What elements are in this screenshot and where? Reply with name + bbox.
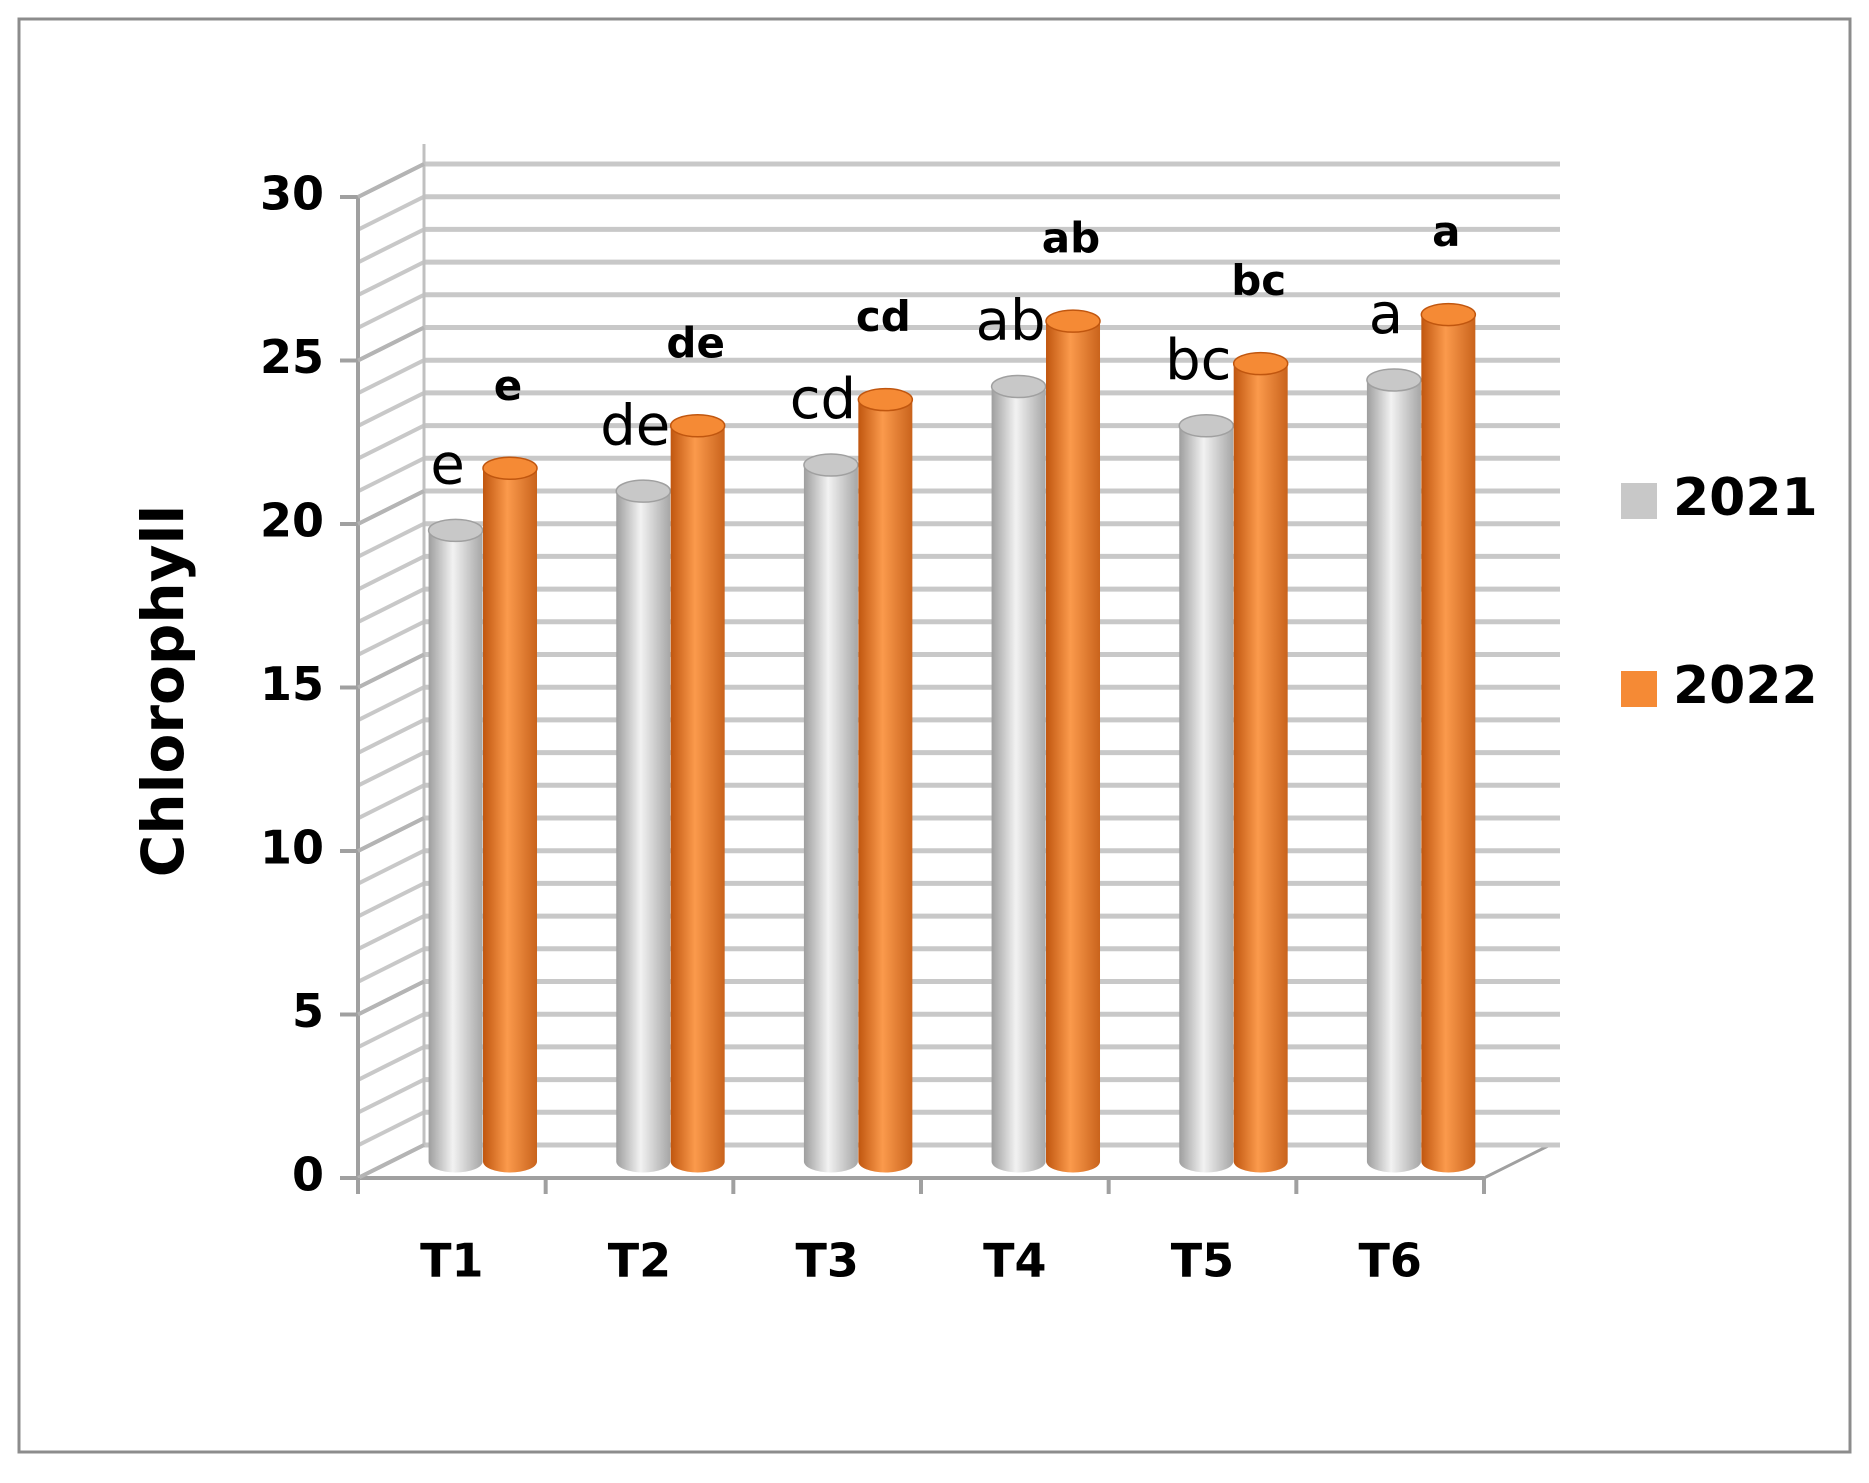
bar-part xyxy=(616,491,671,1173)
bar-part xyxy=(858,399,913,1173)
x-tick-label: T1 xyxy=(420,1234,483,1288)
bar xyxy=(615,479,672,1173)
side-grid-line xyxy=(357,423,425,461)
y-tick-label: 25 xyxy=(260,330,324,384)
significance-label: e xyxy=(494,361,523,410)
bar-part xyxy=(1366,379,1421,1173)
bar-part xyxy=(427,518,484,543)
bar-part xyxy=(1179,425,1234,1173)
bar xyxy=(1045,309,1101,1173)
significance-label: cd xyxy=(790,367,856,432)
side-grid-line xyxy=(357,521,425,559)
x-tick-label: T3 xyxy=(795,1234,858,1288)
bar xyxy=(482,456,538,1173)
significance-label: a xyxy=(1432,207,1460,256)
bar-part xyxy=(1366,368,1422,392)
significance-label: ab xyxy=(1042,214,1100,263)
side-grid-line xyxy=(357,1045,425,1082)
grid-line xyxy=(357,325,425,363)
side-grid-line xyxy=(357,848,425,886)
bar xyxy=(669,414,726,1173)
bar-part xyxy=(1420,302,1477,327)
side-grid-line xyxy=(357,456,425,494)
grid-line xyxy=(357,652,425,690)
side-grid-line xyxy=(357,685,425,722)
side-grid-line xyxy=(357,947,425,984)
side-grid-line xyxy=(357,718,425,755)
bar-part xyxy=(1046,321,1101,1173)
side-grid-line xyxy=(357,358,425,395)
legend-swatch xyxy=(1621,483,1657,519)
side-grid-line xyxy=(357,1012,425,1049)
bar-part xyxy=(670,425,725,1173)
grid-line xyxy=(357,979,425,1017)
y-tick-label: 5 xyxy=(292,984,324,1038)
bar-part xyxy=(669,414,726,438)
y-tick-label: 20 xyxy=(260,494,324,548)
side-grid-line xyxy=(357,194,425,232)
y-tick-label: 15 xyxy=(260,657,324,711)
bar-part xyxy=(1233,363,1288,1173)
bar xyxy=(1232,351,1289,1173)
side-grid-line xyxy=(357,391,425,428)
bar-part xyxy=(1045,309,1101,333)
bar-part xyxy=(615,479,672,503)
grid-line xyxy=(357,1143,425,1180)
bar-part xyxy=(803,453,859,477)
bar-part xyxy=(990,374,1047,399)
bar-part xyxy=(1421,314,1476,1173)
significance-label: de xyxy=(666,318,725,367)
side-grid-line xyxy=(357,1110,425,1148)
significance-label: ab xyxy=(976,289,1046,354)
grid-line xyxy=(357,162,425,199)
bar-part xyxy=(1232,351,1289,376)
bar xyxy=(990,374,1047,1173)
bar xyxy=(1420,302,1477,1173)
side-grid-line xyxy=(357,587,425,624)
y-tick-label: 10 xyxy=(260,821,324,875)
side-grid-line xyxy=(357,783,425,821)
grid-line xyxy=(357,816,425,853)
significance-label: cd xyxy=(856,292,911,341)
x-tick-label: T4 xyxy=(983,1234,1046,1288)
bar xyxy=(427,518,484,1173)
side-grid-line xyxy=(357,750,425,788)
significance-label: bc xyxy=(1165,328,1231,393)
bar-part xyxy=(482,456,538,481)
bar-part xyxy=(483,468,538,1173)
y-tick-label: 30 xyxy=(260,167,324,221)
side-grid-line xyxy=(357,914,425,951)
bar-part xyxy=(1178,414,1235,438)
bar-part xyxy=(803,464,858,1173)
significance-label: de xyxy=(600,393,670,458)
side-grid-line xyxy=(357,293,425,330)
bar-part xyxy=(991,386,1046,1173)
bar-part xyxy=(428,530,483,1173)
y-axis-title: Chlorophyll xyxy=(129,505,197,877)
x-tick-label: T2 xyxy=(608,1234,671,1288)
y-tick-label: 0 xyxy=(292,1148,324,1202)
side-grid-line xyxy=(357,1077,425,1115)
x-tick-label: T6 xyxy=(1358,1234,1421,1288)
bar xyxy=(1178,414,1235,1173)
bar-part xyxy=(857,387,914,412)
significance-label: bc xyxy=(1231,256,1286,305)
side-grid-line xyxy=(357,554,425,592)
side-grid-line xyxy=(357,881,425,919)
significance-label: e xyxy=(430,433,464,498)
side-grid-line xyxy=(357,227,425,265)
grid-line xyxy=(357,489,425,526)
chart-border xyxy=(17,17,1852,1454)
legend-swatch xyxy=(1621,671,1657,707)
side-grid-line xyxy=(357,620,425,657)
legend-label: 2022 xyxy=(1673,656,1818,716)
bar xyxy=(857,387,914,1173)
side-grid-line xyxy=(357,260,425,297)
bar xyxy=(1366,368,1422,1173)
significance-label: a xyxy=(1369,282,1403,347)
bar xyxy=(803,453,859,1173)
legend-label: 2021 xyxy=(1673,468,1818,528)
x-tick-label: T5 xyxy=(1171,1234,1234,1288)
